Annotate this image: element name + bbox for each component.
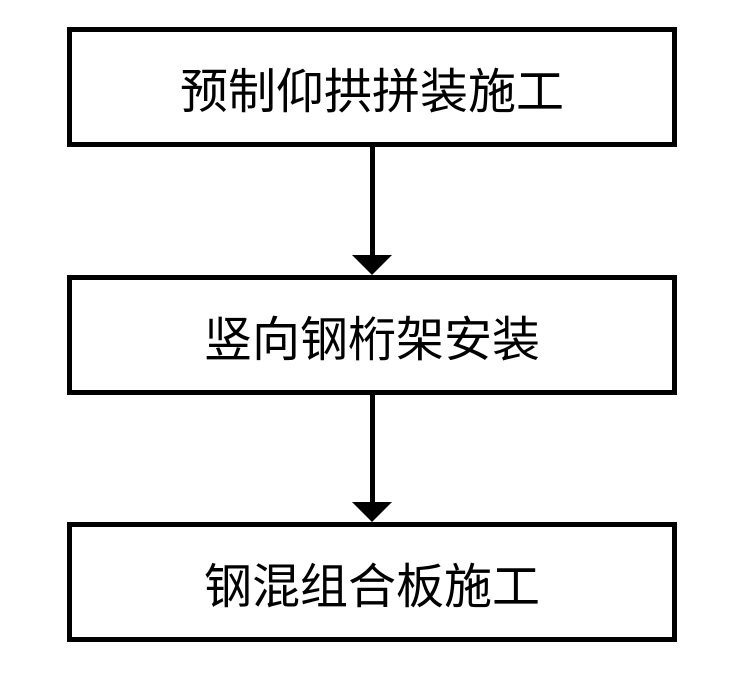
flowchart-node-step2-label: 竖向钢桁架安装 — [204, 300, 540, 370]
flowchart-node-step3-label: 钢混组合板施工 — [204, 547, 540, 617]
flowchart-node-step1-label: 预制仰拱拼装施工 — [180, 52, 564, 122]
flowchart-canvas: 预制仰拱拼装施工 竖向钢桁架安装 钢混组合板施工 — [0, 0, 744, 681]
flowchart-arrow-line-1-2 — [370, 147, 375, 255]
flowchart-arrow-line-2-3 — [370, 395, 375, 502]
flowchart-node-step2: 竖向钢桁架安装 — [67, 275, 677, 395]
flowchart-arrow-head-2-3 — [352, 502, 392, 522]
flowchart-node-step3: 钢混组合板施工 — [67, 522, 677, 642]
flowchart-arrow-head-1-2 — [352, 255, 392, 275]
flowchart-node-step1: 预制仰拱拼装施工 — [67, 27, 677, 147]
